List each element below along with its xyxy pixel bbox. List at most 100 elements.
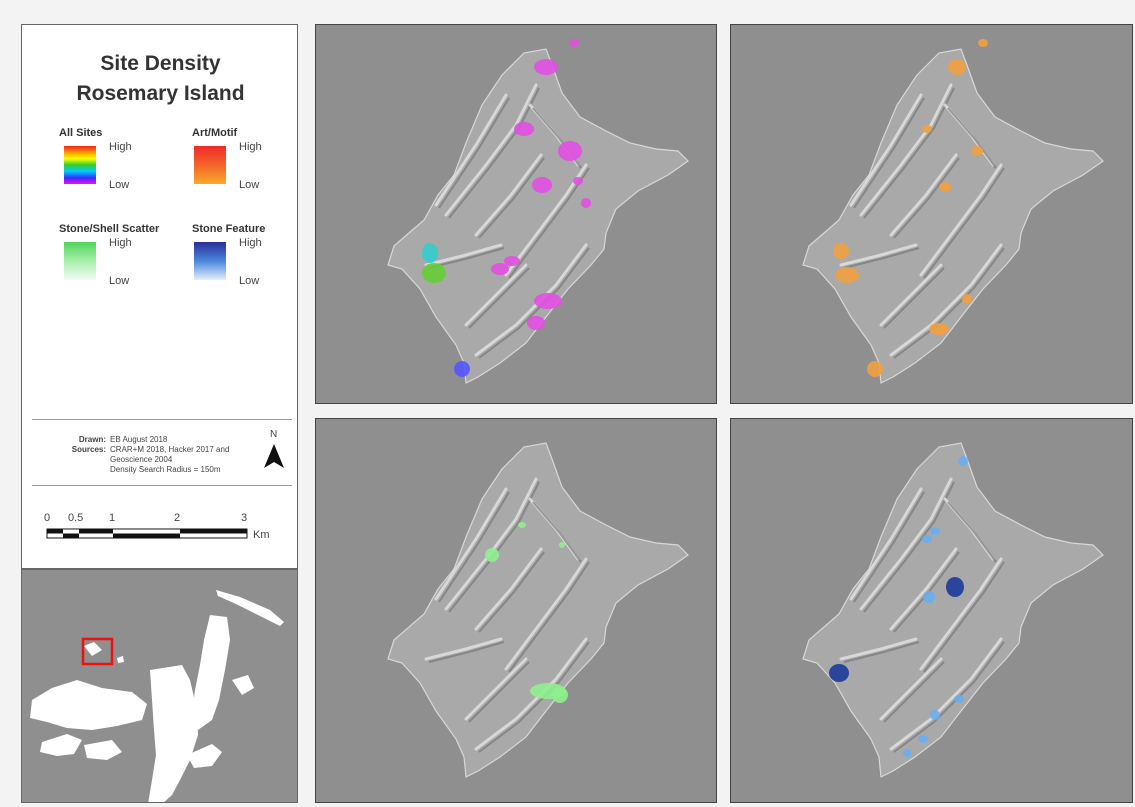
scale-tick-1: 1 [109,512,116,524]
north-label: N [270,429,278,440]
ridge-shadow [438,97,510,209]
density-hotspot [958,456,968,466]
ridge-line [424,637,503,661]
ridge-shadow [478,157,545,239]
ridge-line [434,93,508,207]
legend-stone-feature-low: Low [239,275,260,287]
divider-top [32,419,292,420]
scale-tick-2: 2 [174,512,181,524]
map-stone-scatter [315,418,717,803]
ridge-shadow [468,267,530,329]
density-hotspot [929,323,949,335]
legend-stone-feature-title: Stone Feature [192,223,266,235]
inset-location-map [21,569,298,803]
north-arrow-icon [262,442,286,470]
density-hotspot [532,177,552,193]
ridge-shadow [947,501,997,563]
ridge-shadow [893,247,1005,359]
scale-unit: Km [253,529,270,541]
density-hotspot [962,294,972,304]
density-hotspot [534,293,562,309]
island-landmass [387,442,689,778]
island-map-stone-scatter [387,442,689,778]
legend-all-sites-low: Low [109,179,130,191]
ridge-line [849,93,923,207]
density-hotspot [573,177,583,185]
density-hotspot [558,141,582,161]
ridge-line [859,83,953,217]
ridge-shadow [478,247,590,359]
ridge-line [889,153,958,237]
density-hotspot [922,125,932,133]
ridge-shadow [863,87,955,219]
legend-panel: Site Density Rosemary Island All Sites H… [21,24,298,569]
legend-stone-scatter-low: Low [109,275,130,287]
density-hotspot [454,361,470,377]
ridge-line [464,657,528,721]
map-stone-feature [730,418,1133,803]
ridge-line [859,477,953,611]
density-hotspot [504,256,520,266]
density-hotspot [923,591,935,603]
credit-drawn-label: Drawn: [78,435,106,444]
ridge-line [889,637,1003,751]
divider-bottom [32,485,292,486]
ridge-shadow [478,641,590,753]
density-hotspot [559,542,565,548]
scale-tick-0: 0 [44,512,51,524]
map-all-sites [315,24,717,404]
ridge-line [839,243,918,267]
scale-tick-3: 3 [241,512,248,524]
density-hotspot [971,146,983,156]
legend-all-sites-ramp [64,146,96,184]
density-hotspot [918,735,928,743]
legend-art-motif-high: High [239,141,262,153]
ridge-shadow [428,641,505,663]
density-hotspot [833,243,849,259]
legend-art-motif-low: Low [239,179,260,191]
island-landmass [387,48,689,384]
ridge-shadow [532,501,582,563]
ridge-shadow [438,491,510,603]
ridge-shadow [947,107,997,169]
density-hotspot [978,39,988,47]
scale-tick-0.5: 0.5 [68,512,84,524]
density-hotspot [485,548,499,562]
island-map-art-motif [802,39,1104,384]
ridge-shadow [508,561,590,673]
density-hotspot [829,664,849,682]
ridge-shadow [923,561,1005,673]
ridge-shadow [863,481,955,613]
density-hotspot [422,263,446,283]
map-art-motif [730,24,1133,404]
ridge-shadow [468,661,530,723]
density-hotspot [948,59,966,75]
ridge-shadow [923,167,1005,279]
density-hotspot [835,267,859,283]
ridge-shadow [448,87,540,219]
density-hotspot [903,749,911,757]
ridge-line [889,547,958,631]
density-hotspot [491,263,509,275]
ridge-line [444,83,538,217]
density-hotspot [930,710,940,720]
density-hotspot [930,527,940,535]
legend-stone-feature-high: High [239,237,262,249]
ridge-line [839,637,918,661]
legend-stone-scatter-ramp [64,242,96,280]
inset-location-box [81,637,114,666]
ridge-line [919,557,1003,671]
density-hotspot [867,361,883,377]
credit-sources-line2: Geoscience 2004 [110,455,173,464]
legend-stone-scatter-high: High [109,237,132,249]
ridge-shadow [883,267,945,329]
credit-sources-line3: Density Search Radius = 150m [110,465,221,474]
legend-art-motif-title: Art/Motif [192,127,238,139]
legend-all-sites-title: All Sites [59,127,103,139]
ridge-line [879,657,943,721]
density-hotspot [954,695,964,703]
ridge-line [424,243,503,267]
density-hotspot [514,122,534,136]
ridge-line [849,487,923,601]
density-hotspot [552,687,568,703]
